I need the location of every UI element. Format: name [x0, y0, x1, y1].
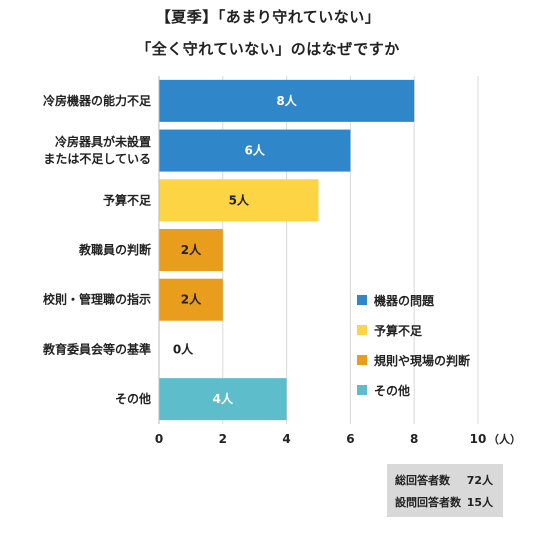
x-tick-label: 6 — [346, 432, 354, 446]
legend-swatch — [357, 325, 367, 335]
value-label: 5人 — [229, 192, 250, 207]
total-respondents-label: 総回答者数 — [395, 474, 450, 487]
chart-title-line1: 【夏季】「あまり守れていない」 — [155, 8, 381, 26]
legend-item-rules: 規則や現場の判断 — [357, 345, 470, 375]
question-respondents-row: 設問回答者数 15人 — [387, 491, 503, 513]
legend-label: 予算不足 — [374, 323, 423, 338]
value-label: 4人 — [213, 391, 234, 406]
x-tick-label: 4 — [282, 432, 290, 446]
bar — [159, 278, 223, 321]
category-label: 予算不足 — [103, 192, 151, 207]
question-respondents-label: 設問回答者数 — [395, 496, 461, 509]
question-respondents-value: 15人 — [466, 496, 493, 509]
value-label: 0人 — [173, 341, 194, 356]
category-label: 校則・管理職の指示 — [43, 292, 151, 307]
legend-swatch — [357, 355, 367, 365]
category-label: または不足している — [43, 152, 151, 166]
bar — [159, 179, 319, 222]
legend-label: 機器の問題 — [374, 293, 435, 308]
x-tick-label: 8 — [410, 432, 418, 446]
legend-item-equipment: 機器の問題 — [357, 285, 470, 315]
legend-item-budget: 予算不足 — [357, 315, 470, 345]
legend-swatch — [357, 295, 367, 305]
value-label: 6人 — [245, 143, 266, 158]
legend: 機器の問題 予算不足 規則や現場の判断 その他 — [357, 285, 470, 405]
legend-label: 規則や現場の判断 — [374, 353, 471, 368]
legend-item-other: その他 — [357, 375, 470, 405]
category-label: 教職員の判断 — [78, 242, 151, 257]
value-label: 2人 — [181, 292, 202, 307]
value-label: 2人 — [181, 242, 202, 257]
respondent-totals-box: 総回答者数 72人 設問回答者数 15人 — [387, 464, 503, 517]
bar — [159, 378, 287, 421]
value-label: 8人 — [276, 93, 297, 108]
bar — [159, 129, 351, 172]
legend-swatch — [357, 385, 367, 395]
total-respondents-value: 72人 — [466, 474, 493, 487]
x-tick-label: 2 — [219, 432, 227, 446]
chart-title-line2: 「全く守れていない」のはなぜですか — [136, 40, 400, 58]
x-tick-label: 0 — [155, 432, 163, 446]
x-tick-label: 10 — [470, 432, 487, 446]
category-label: 冷房機器の能力不足 — [43, 93, 151, 108]
bar — [159, 229, 223, 271]
category-label: 教育委員会等の基準 — [42, 341, 151, 356]
category-label: その他 — [115, 391, 151, 406]
bar — [159, 79, 415, 122]
total-respondents-row: 総回答者数 72人 — [387, 469, 503, 491]
category-label: 冷房器具が未設置 — [55, 134, 151, 149]
x-axis-unit: （人） — [488, 432, 521, 446]
legend-label: その他 — [374, 383, 411, 398]
